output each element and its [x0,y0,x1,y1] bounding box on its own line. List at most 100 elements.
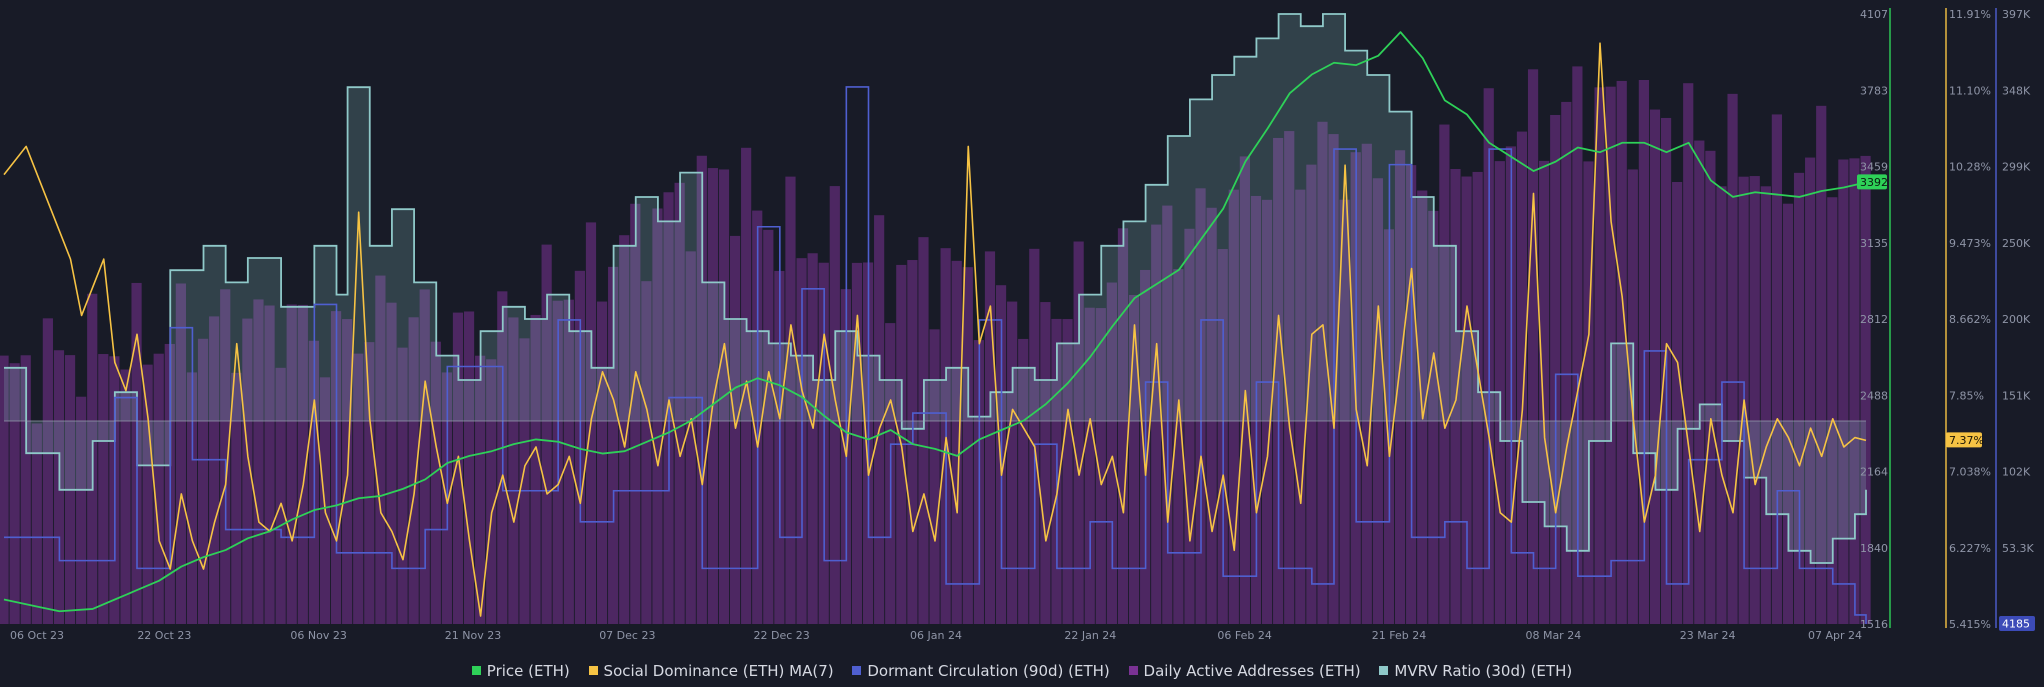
x-tick-label: 07 Dec 23 [599,629,655,642]
dau-bar [1018,338,1029,624]
price-tick-label: 2812 [1860,313,1888,326]
dau-bar [1284,131,1295,624]
dau-bar [120,369,131,624]
dau-bar [1849,158,1860,625]
legend-swatch-mvrv-ratio [1379,666,1389,675]
dau-bar [242,318,253,624]
dau-bar [984,251,996,624]
dau-bar [42,318,53,624]
price-layer [3,31,1867,613]
dau-bar [1261,199,1273,624]
dau-bar [1450,169,1461,624]
dau-bar [386,302,397,624]
dau-bar [652,208,663,624]
legend-item-dormant-circulation[interactable]: Dormant Circulation (90d) (ETH) [852,662,1110,680]
dau-bar [1594,87,1605,625]
x-tick-label: 22 Jan 24 [1064,629,1116,642]
dormant-circulation-current-badge [1999,616,2035,631]
dormant-circulation-line [4,86,1867,624]
x-tick-label: 21 Feb 24 [1372,629,1426,642]
x-tick-label: 06 Jan 24 [910,629,962,642]
dau-bar [419,289,430,624]
dormant-circulation-tick-label: 200K [2002,313,2031,326]
legend-item-price[interactable]: Price (ETH) [471,662,570,680]
dau-bar [452,312,464,624]
dau-bar [508,317,519,624]
dau-bar [1760,186,1771,624]
social-dominance-tick-label: 8.662% [1949,313,1991,326]
dau-bar [1805,157,1816,624]
social-dominance-tick-label: 10.28% [1949,161,1991,174]
dau-bar [707,168,718,624]
dau-bar [0,355,9,624]
legend-label-dormant-circulation: Dormant Circulation (90d) (ETH) [867,662,1110,680]
price-current-value: 3392 [1860,176,1888,189]
dau-bar [874,215,885,624]
dau-bar [375,275,386,624]
dau-bar [1860,155,1871,624]
dau-bar [1439,124,1450,625]
dormant-circulation-tick-label: 53.3K [2002,542,2034,555]
dau-bar [1583,161,1594,624]
price-tick-label: 3783 [1860,84,1888,97]
dau-bar [929,329,940,624]
dau-bar [353,353,364,624]
legend-item-social-dominance[interactable]: Social Dominance (ETH) MA(7) [588,662,834,680]
dau-bar [1273,137,1284,624]
dau-bar [153,353,164,624]
dau-bar [1339,199,1350,625]
social-dominance-current-badge [1946,432,1982,448]
dau-bar [785,176,796,624]
dau-bar [1295,189,1306,624]
dau-bar [175,283,186,624]
dormant-circulation-tick-label: 348K [2002,84,2031,97]
dau-bar [1206,207,1217,624]
dormant-circulation-tick-label: 397K [2002,8,2031,21]
dau-bar [962,267,973,624]
dau-bar [563,299,574,624]
dau-bar [9,363,20,624]
dau-bar [519,338,530,624]
price-tick-label: 3459 [1860,161,1888,174]
dau-bar [674,182,685,624]
dau-bar [918,237,929,624]
dau-bar [630,203,641,624]
social-dominance-tick-label: 11.91% [1949,8,1991,21]
social-dominance-tick-label: 9.473% [1949,237,1991,250]
social-dominance-current-value: 7.37% [1949,434,1984,447]
x-tick-label: 22 Oct 23 [137,629,191,642]
dau-bar [408,317,419,624]
dau-bar [1561,101,1572,624]
dau-bar [220,289,231,624]
dau-bar [619,235,630,625]
price-line [3,31,1867,613]
dau-bar [530,314,541,624]
dau-bar [364,342,375,624]
price-tick-label: 4107 [1860,8,1888,21]
social-dominance-layer [3,42,1867,617]
price-current-badge [1857,174,1887,190]
dau-bar [1616,80,1627,625]
social-dominance-tick-label: 7.85% [1949,389,1984,402]
legend-item-mvrv-ratio[interactable]: MVRV Ratio (30d) (ETH) [1379,662,1572,680]
dau-bar [1228,189,1239,624]
dau-bar [1151,224,1162,624]
legend-label-mvrv-ratio: MVRV Ratio (30d) (ETH) [1394,662,1573,680]
dau-bar [1106,282,1117,624]
legend-label-daily-active-addresses: Daily Active Addresses (ETH) [1143,662,1361,680]
dau-bar [1694,140,1705,624]
dau-bar [1073,241,1084,624]
dau-bar [763,229,774,624]
dau-bar [286,304,297,624]
dau-bar [486,359,497,624]
dau-bar [142,364,153,624]
dau-bar [608,266,619,624]
dau-bar [463,311,475,624]
legend-label-social-dominance: Social Dominance (ETH) MA(7) [603,662,834,680]
price-tick-label: 1840 [1860,542,1888,555]
dau-bar [1539,160,1550,624]
legend-item-daily-active-addresses[interactable]: Daily Active Addresses (ETH) [1128,662,1361,680]
price-tick-label: 2488 [1860,389,1888,402]
dau-bar [1649,109,1661,625]
